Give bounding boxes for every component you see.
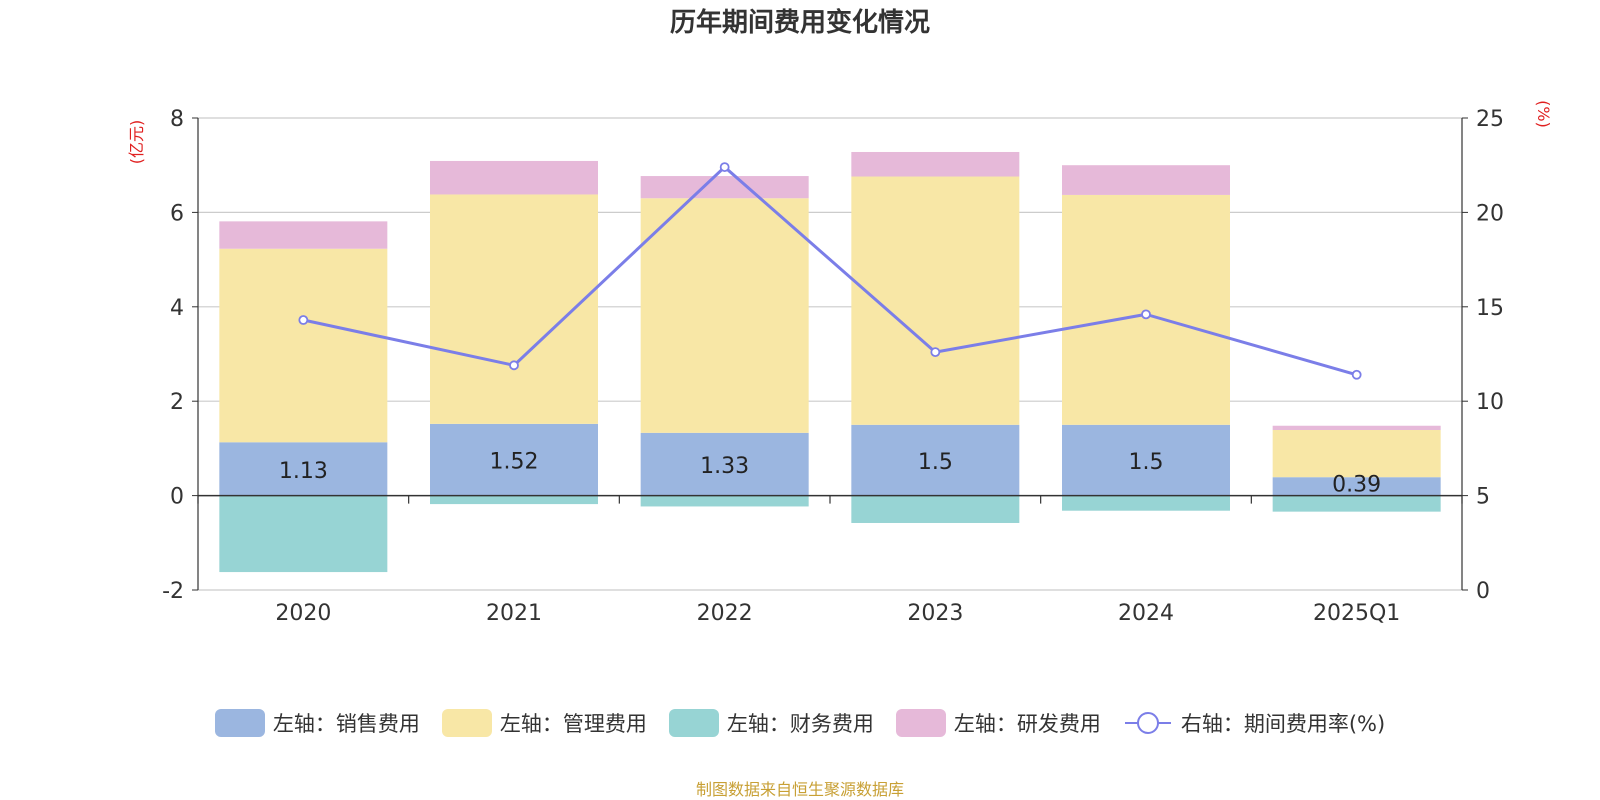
- chart-legend: 左轴：销售费用 左轴：管理费用 左轴：财务费用 左轴：研发费用 右轴：期间费用率…: [0, 708, 1600, 738]
- data-label-sales: 1.52: [490, 450, 539, 475]
- bar-sales-2023: [851, 424, 1020, 496]
- left-axis-tick-label: 8: [170, 107, 184, 132]
- left-axis-unit-label: (亿元): [127, 120, 146, 165]
- bar-finance-2024: [1062, 495, 1230, 511]
- legend-swatch-rnd: [895, 709, 946, 737]
- right-axis-tick-label: 20: [1476, 201, 1504, 226]
- legend-item-management[interactable]: 左轴：管理费用: [441, 708, 647, 738]
- legend-line-marker-icon: [1124, 712, 1171, 734]
- left-axis-tick-label: 0: [170, 485, 184, 510]
- right-axis-tick-label: 15: [1476, 296, 1504, 321]
- data-label-sales: 1.33: [700, 454, 749, 479]
- legend-item-expense-rate[interactable]: 右轴：期间费用率(%): [1123, 708, 1385, 738]
- bar-rnd-2021: [430, 160, 598, 195]
- bar-finance-2020: [219, 495, 388, 573]
- legend-swatch-finance: [668, 709, 719, 737]
- expense-rate-point: [930, 347, 941, 358]
- left-axis-tick-label: -2: [162, 579, 184, 604]
- legend-item-finance[interactable]: 左轴：财务费用: [668, 708, 874, 738]
- expense-rate-point: [719, 162, 730, 172]
- data-label-sales: 0.39: [1332, 473, 1381, 498]
- legend-swatch-management: [441, 709, 492, 737]
- legend-item-sales[interactable]: 左轴：销售费用: [214, 708, 420, 738]
- legend-swatch-sales: [214, 709, 265, 737]
- left-axis-tick-label: 2: [170, 390, 184, 415]
- bar-management-2023: [851, 176, 1020, 425]
- x-axis-tick-label: 2021: [486, 601, 542, 626]
- legend-label-expense-rate: 右轴：期间费用率(%): [1180, 712, 1386, 736]
- expense-rate-line: [303, 165, 1358, 377]
- bar-rnd-2024: [1062, 165, 1230, 195]
- data-source-note: 制图数据来自恒生聚源数据库: [695, 780, 904, 799]
- bar-rnd-2023: [851, 151, 1020, 177]
- expense-rate-point: [1351, 369, 1362, 380]
- right-axis-tick-label: 25: [1476, 107, 1504, 132]
- bar-finance-2022: [640, 495, 809, 507]
- bar-rnd-2025Q1: [1272, 425, 1441, 430]
- chart-title: 历年期间费用变化情况: [669, 8, 930, 38]
- right-axis-tick-label: 0: [1476, 579, 1490, 604]
- bar-management-2021: [430, 194, 598, 424]
- bar-management-2025Q1: [1272, 429, 1441, 478]
- bar-sales-2022: [640, 432, 809, 496]
- x-axis-tick-label: 2022: [697, 601, 753, 626]
- left-axis-tick-label: 6: [170, 201, 184, 226]
- bar-finance-2025Q1: [1272, 495, 1441, 512]
- expense-rate-point: [509, 360, 519, 371]
- x-axis-tick-label: 2020: [275, 601, 331, 626]
- data-label-sales: 1.5: [1129, 450, 1164, 475]
- bar-finance-2023: [851, 495, 1020, 523]
- legend-label-management: 左轴：管理费用: [499, 712, 647, 736]
- right-axis-unit-label: (%): [1534, 100, 1553, 128]
- bar-sales-2021: [430, 423, 598, 496]
- bar-finance-2021: [430, 495, 598, 505]
- legend-label-rnd: 左轴：研发费用: [953, 712, 1101, 736]
- x-axis-tick-label: 2023: [907, 601, 963, 626]
- bar-sales-2020: [219, 442, 388, 496]
- bar-management-2020: [219, 248, 388, 443]
- left-axis-tick-label: 4: [170, 296, 184, 321]
- data-label-sales: 1.13: [279, 459, 328, 484]
- expense-rate-point: [1141, 309, 1151, 320]
- bar-management-2022: [640, 198, 809, 433]
- legend-item-rnd[interactable]: 左轴：研发费用: [895, 708, 1101, 738]
- x-axis-tick-label: 2025Q1: [1313, 601, 1400, 626]
- data-label-sales: 1.5: [918, 450, 953, 475]
- bar-rnd-2020: [219, 221, 388, 249]
- expense-rate-point: [298, 315, 309, 325]
- bar-rnd-2022: [640, 176, 809, 199]
- legend-label-sales: 左轴：销售费用: [272, 712, 420, 736]
- right-axis-tick-label: 5: [1476, 485, 1490, 510]
- right-axis-tick-label: 10: [1476, 390, 1504, 415]
- legend-label-finance: 左轴：财务费用: [726, 712, 874, 736]
- bar-sales-2024: [1062, 424, 1230, 496]
- x-axis-tick-label: 2024: [1118, 601, 1174, 626]
- bar-sales-2025Q1: [1272, 477, 1441, 496]
